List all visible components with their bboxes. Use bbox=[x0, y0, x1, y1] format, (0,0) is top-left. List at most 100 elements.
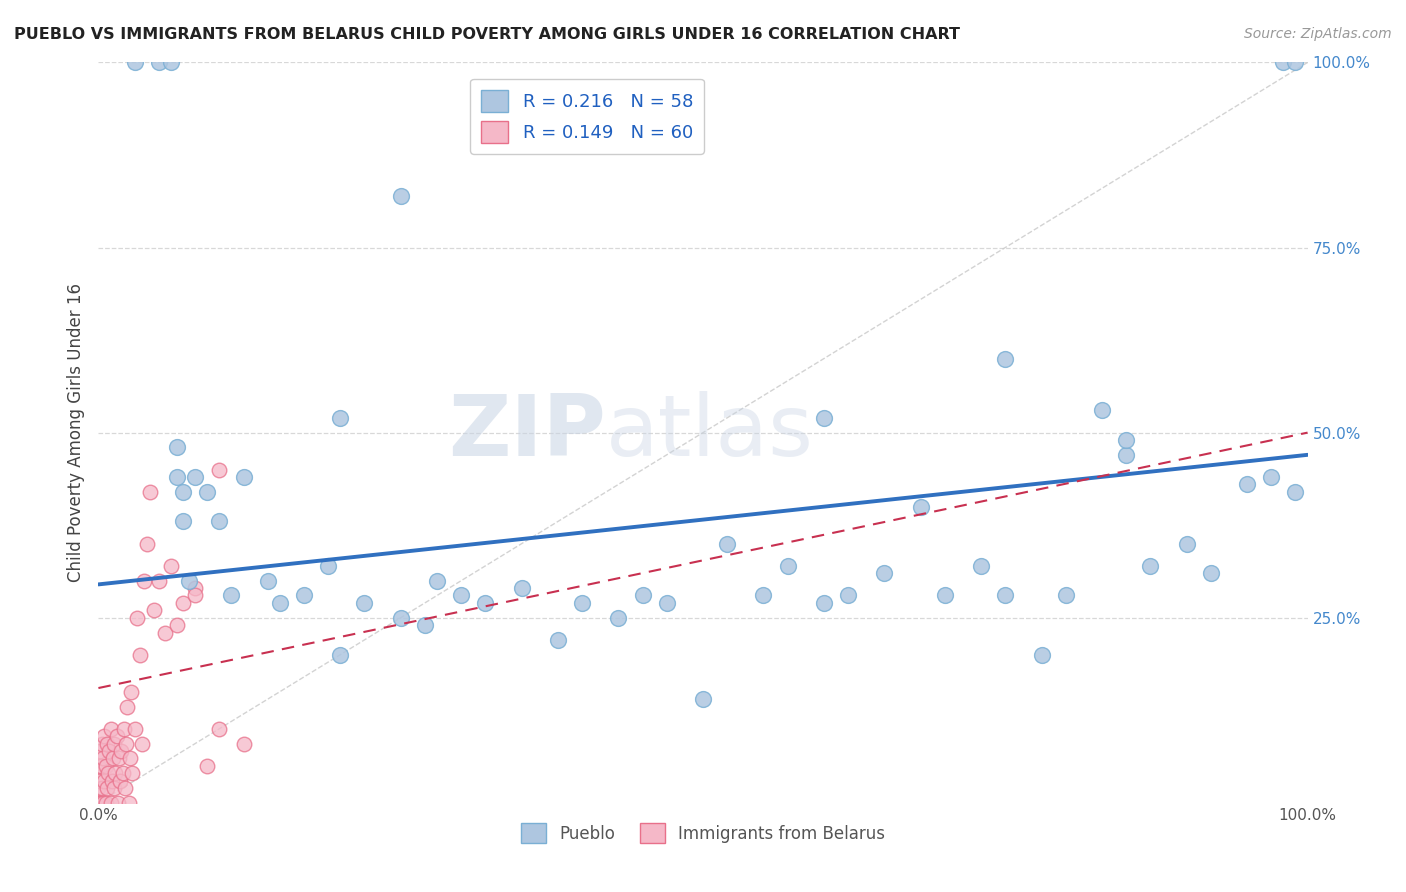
Point bbox=[1272, 55, 1295, 70]
Point bbox=[124, 722, 146, 736]
Point bbox=[172, 484, 194, 499]
Point bbox=[93, 729, 115, 743]
Point bbox=[153, 625, 176, 640]
Point bbox=[118, 796, 141, 810]
Point bbox=[910, 500, 932, 514]
Text: ZIP: ZIP bbox=[449, 391, 606, 475]
Point bbox=[450, 589, 472, 603]
Point bbox=[329, 648, 352, 662]
Point bbox=[631, 589, 654, 603]
Point bbox=[121, 766, 143, 780]
Text: Source: ZipAtlas.com: Source: ZipAtlas.com bbox=[1244, 27, 1392, 41]
Point bbox=[139, 484, 162, 499]
Point bbox=[970, 558, 993, 573]
Point bbox=[166, 441, 188, 455]
Point bbox=[184, 470, 207, 484]
Point bbox=[179, 574, 201, 588]
Point bbox=[837, 589, 859, 603]
Point bbox=[91, 796, 114, 810]
Point bbox=[120, 685, 142, 699]
Point bbox=[89, 796, 111, 810]
Point bbox=[108, 751, 131, 765]
Point bbox=[108, 773, 131, 788]
Point bbox=[571, 596, 593, 610]
Point bbox=[389, 188, 412, 202]
Point bbox=[148, 574, 170, 588]
Point bbox=[111, 766, 134, 780]
Point bbox=[94, 796, 117, 810]
Point bbox=[101, 751, 124, 765]
Point bbox=[96, 737, 118, 751]
Point bbox=[1091, 403, 1114, 417]
Point bbox=[143, 603, 166, 617]
Point bbox=[89, 773, 111, 788]
Point bbox=[1236, 477, 1258, 491]
Point bbox=[655, 596, 678, 610]
Point bbox=[195, 758, 218, 772]
Point bbox=[389, 610, 412, 624]
Point bbox=[221, 589, 243, 603]
Point bbox=[90, 796, 112, 810]
Point bbox=[1031, 648, 1053, 662]
Point bbox=[934, 589, 956, 603]
Point bbox=[1199, 566, 1222, 581]
Point bbox=[232, 470, 254, 484]
Point bbox=[100, 796, 122, 810]
Point bbox=[292, 589, 315, 603]
Point bbox=[93, 773, 115, 788]
Point bbox=[232, 737, 254, 751]
Point bbox=[160, 55, 183, 70]
Point bbox=[195, 484, 218, 499]
Point bbox=[124, 55, 146, 70]
Point bbox=[127, 610, 149, 624]
Point bbox=[134, 574, 156, 588]
Point bbox=[873, 566, 896, 581]
Point bbox=[166, 618, 188, 632]
Point bbox=[131, 737, 153, 751]
Point bbox=[87, 758, 110, 772]
Point bbox=[752, 589, 775, 603]
Point bbox=[716, 536, 738, 550]
Point bbox=[103, 737, 125, 751]
Point bbox=[98, 744, 121, 758]
Text: PUEBLO VS IMMIGRANTS FROM BELARUS CHILD POVERTY AMONG GIRLS UNDER 16 CORRELATION: PUEBLO VS IMMIGRANTS FROM BELARUS CHILD … bbox=[14, 27, 960, 42]
Point bbox=[813, 596, 835, 610]
Point bbox=[166, 470, 188, 484]
Point bbox=[510, 581, 533, 595]
Point bbox=[329, 410, 352, 425]
Point bbox=[184, 589, 207, 603]
Point bbox=[994, 351, 1017, 366]
Point bbox=[994, 589, 1017, 603]
Point bbox=[474, 596, 496, 610]
Point bbox=[256, 574, 278, 588]
Point bbox=[1115, 448, 1137, 462]
Point bbox=[91, 751, 114, 765]
Point bbox=[413, 618, 436, 632]
Point bbox=[1284, 55, 1306, 70]
Point bbox=[100, 722, 122, 736]
Point bbox=[91, 737, 114, 751]
Point bbox=[100, 773, 122, 788]
Point bbox=[96, 780, 118, 795]
Point bbox=[114, 780, 136, 795]
Point bbox=[87, 780, 110, 795]
Point bbox=[426, 574, 449, 588]
Point bbox=[87, 796, 110, 810]
Point bbox=[316, 558, 339, 573]
Point bbox=[104, 766, 127, 780]
Point bbox=[184, 581, 207, 595]
Point bbox=[91, 780, 114, 795]
Point bbox=[103, 780, 125, 795]
Point bbox=[1115, 433, 1137, 447]
Y-axis label: Child Poverty Among Girls Under 16: Child Poverty Among Girls Under 16 bbox=[66, 283, 84, 582]
Point bbox=[172, 515, 194, 529]
Point bbox=[118, 751, 141, 765]
Point bbox=[89, 744, 111, 758]
Legend: Pueblo, Immigrants from Belarus: Pueblo, Immigrants from Belarus bbox=[515, 816, 891, 850]
Point bbox=[692, 692, 714, 706]
Point bbox=[269, 596, 291, 610]
Point bbox=[107, 796, 129, 810]
Text: atlas: atlas bbox=[606, 391, 814, 475]
Point bbox=[547, 632, 569, 647]
Point bbox=[813, 410, 835, 425]
